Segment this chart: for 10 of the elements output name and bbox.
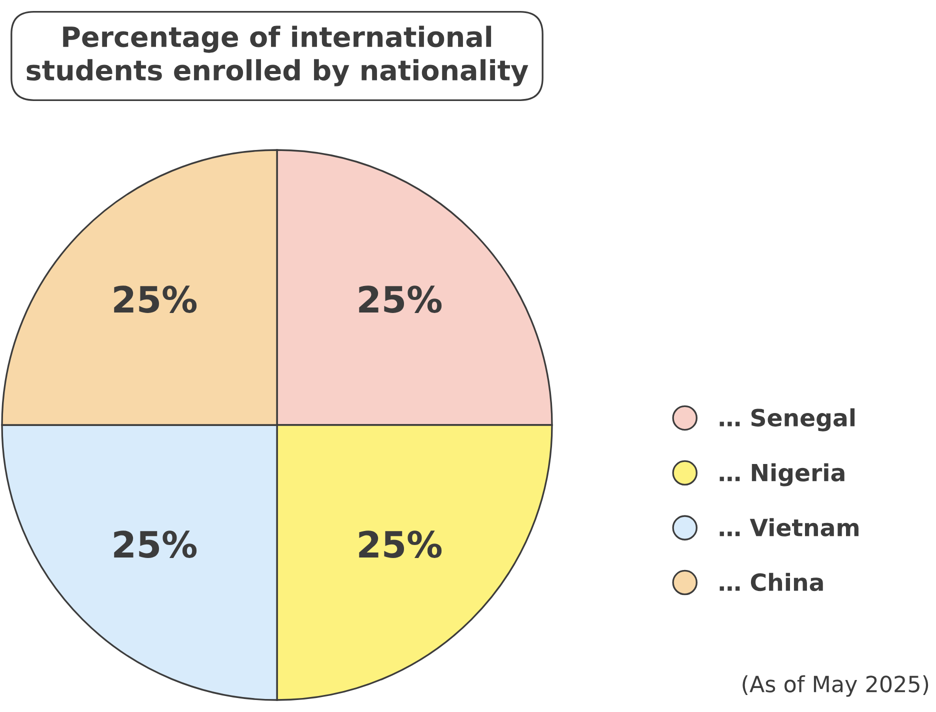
- legend-label: … Senegal: [720, 408, 855, 432]
- text: (As of May 2025): [742, 675, 928, 697]
- data-label: 25%: [114, 286, 197, 313]
- data-label: 25%: [359, 286, 442, 313]
- data-label: 25%: [359, 530, 442, 558]
- data-label: 25%: [114, 530, 197, 558]
- legend-label: … China: [720, 572, 823, 592]
- chart-title: Percentage of international students enrolled by nationality: [26, 26, 528, 86]
- legend-label: … Vietnam: [720, 518, 858, 536]
- legend-label: … Nigeria: [720, 463, 844, 486]
